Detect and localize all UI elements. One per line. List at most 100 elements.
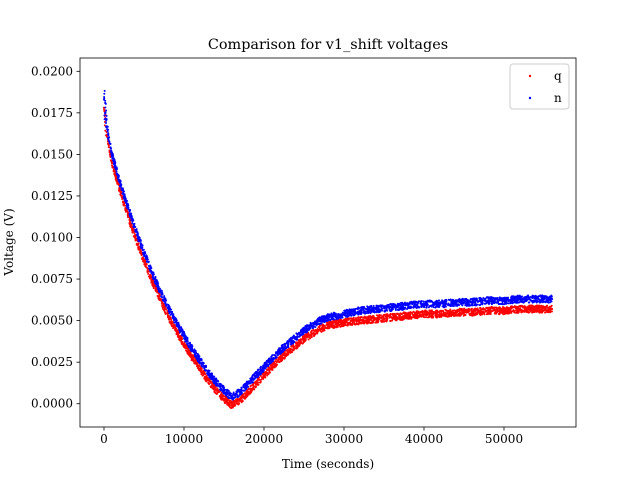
scatter-point-q	[177, 335, 180, 338]
scatter-point-q	[407, 311, 410, 314]
scatter-point-q	[323, 324, 326, 327]
scatter-point-q	[485, 313, 488, 316]
scatter-point-n	[543, 297, 546, 300]
scatter-point-n	[115, 170, 118, 173]
scatter-point-q	[260, 378, 263, 381]
scatter-point-q	[245, 390, 248, 393]
scatter-point-q	[375, 321, 378, 324]
scatter-point-n	[245, 388, 248, 391]
scatter-point-q	[119, 194, 122, 197]
scatter-point-q	[134, 233, 137, 236]
scatter-point-n	[507, 302, 510, 305]
scatter-point-n	[492, 301, 495, 304]
scatter-point-q	[503, 312, 506, 315]
scatter-point-n	[341, 316, 344, 319]
scatter-point-n	[498, 299, 501, 302]
scatter-point-q	[140, 250, 143, 253]
scatter-point-n	[256, 369, 259, 372]
scatter-point-n	[107, 136, 110, 139]
scatter-point-n	[436, 301, 439, 304]
scatter-point-q	[189, 352, 192, 355]
scatter-point-n	[300, 329, 303, 332]
scatter-point-q	[545, 305, 548, 308]
scatter-point-q	[413, 312, 416, 315]
scatter-point-q	[241, 394, 244, 397]
scatter-point-q	[123, 203, 126, 206]
scatter-point-q	[331, 325, 334, 328]
scatter-point-q	[440, 314, 443, 317]
scatter-point-n	[460, 298, 463, 301]
scatter-point-q	[512, 306, 515, 309]
data-point-q	[110, 161, 114, 164]
scatter-point-q	[519, 305, 522, 308]
scatter-point-q	[291, 345, 294, 348]
scatter-point-n	[281, 343, 284, 346]
scatter-point-n	[211, 378, 214, 381]
scatter-point-q	[491, 310, 494, 313]
scatter-point-q	[493, 306, 496, 309]
scatter-point-q	[545, 310, 548, 313]
data-point-q	[454, 311, 458, 314]
data-point-q	[334, 322, 338, 326]
scatter-point-n	[111, 157, 114, 160]
scatter-point-q	[335, 324, 338, 327]
scatter-point-n	[483, 298, 486, 301]
scatter-point-q	[325, 323, 328, 326]
scatter-point-q	[290, 351, 293, 354]
scatter-point-q	[166, 311, 169, 314]
scatter-point-n	[545, 295, 548, 298]
scatter-point-n	[409, 307, 412, 310]
data-point-q	[126, 214, 130, 218]
scatter-point-n	[457, 299, 460, 302]
scatter-point-q	[366, 316, 369, 319]
scatter-point-n	[283, 348, 286, 351]
scatter-point-n	[242, 385, 245, 388]
scatter-point-n	[522, 298, 524, 301]
scatter-point-q	[192, 357, 195, 360]
scatter-point-n	[105, 125, 108, 128]
scatter-point-q	[158, 295, 161, 298]
scatter-point-q	[453, 311, 456, 314]
scatter-point-q	[129, 225, 132, 228]
scatter-point-n	[216, 379, 219, 382]
scatter-point-q	[496, 307, 499, 310]
scatter-point-q	[282, 352, 285, 355]
scatter-point-q	[161, 304, 164, 307]
scatter-point-q	[384, 319, 387, 322]
scatter-point-n	[345, 308, 348, 311]
scatter-point-q	[448, 313, 451, 316]
scatter-point-q	[364, 321, 367, 324]
scatter-point-n	[104, 102, 107, 105]
scatter-point-q	[220, 398, 223, 401]
scatter-point-q	[527, 311, 530, 314]
scatter-point-n	[464, 304, 467, 307]
scatter-point-q	[167, 316, 170, 319]
data-point-q	[358, 319, 362, 322]
scatter-point-n	[137, 239, 140, 241]
scatter-point-n	[383, 306, 386, 309]
scatter-point-q	[216, 388, 219, 391]
scatter-point-q	[337, 323, 340, 326]
scatter-point-q	[515, 311, 518, 314]
data-point-q	[134, 238, 138, 241]
scatter-point-n	[227, 396, 230, 399]
scatter-point-q	[163, 304, 166, 307]
scatter-point-q	[409, 311, 412, 314]
scatter-point-q	[425, 312, 428, 315]
scatter-point-q	[250, 384, 253, 387]
scatter-point-n	[139, 242, 142, 245]
scatter-point-n	[488, 296, 491, 299]
scatter-point-n	[360, 309, 363, 312]
scatter-point-q	[124, 204, 127, 207]
scatter-point-n	[170, 308, 173, 311]
scatter-point-n	[264, 362, 267, 365]
scatter-point-n	[131, 221, 134, 224]
scatter-point-q	[432, 312, 434, 315]
scatter-point-n	[141, 249, 144, 252]
scatter-point-q	[427, 312, 430, 315]
scatter-point-q	[448, 309, 451, 312]
scatter-point-n	[501, 298, 504, 301]
scatter-point-q	[237, 402, 240, 405]
scatter-point-n	[113, 160, 116, 163]
